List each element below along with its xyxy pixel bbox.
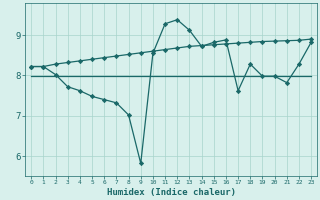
X-axis label: Humidex (Indice chaleur): Humidex (Indice chaleur) <box>107 188 236 197</box>
